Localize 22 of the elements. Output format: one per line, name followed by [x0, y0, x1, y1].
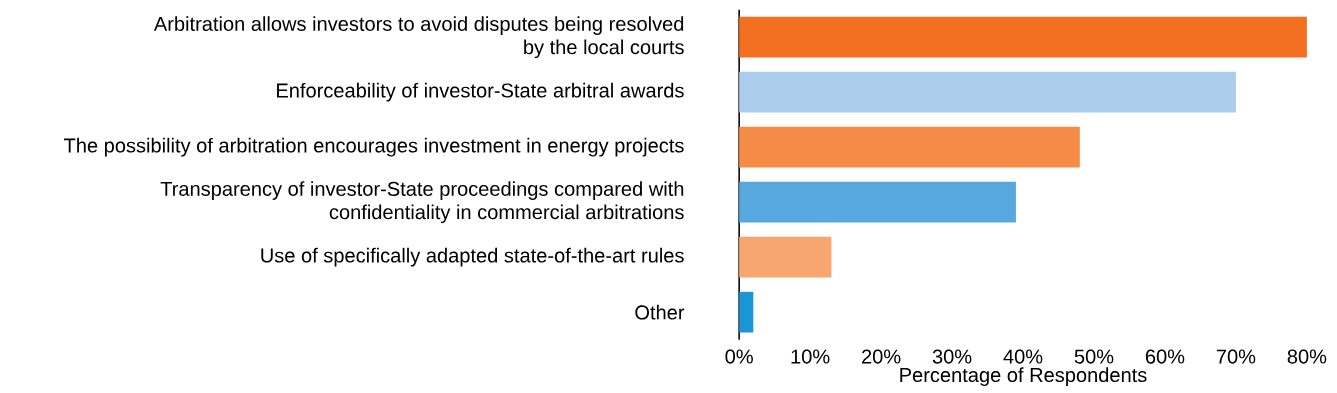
x-tick-label: 20% — [862, 349, 901, 364]
x-tick-label: 60% — [1145, 349, 1185, 364]
y-tick-label: Enforceability of investor-State arbitral awards — [277, 82, 684, 102]
y-tick-label: Transparency of investor-State proceedings compared with confidentiality in commercial arbitrations — [160, 181, 684, 224]
y-tick-label: The possibility of arbitration encourages investment in energy projects — [64, 137, 684, 157]
bar — [739, 16, 1307, 58]
bar — [739, 291, 754, 333]
x-tick-label: 30% — [932, 349, 972, 364]
y-tick-label: Arbitration allows investors to avoid disputes being resolved by the local courts — [153, 16, 684, 59]
bar — [739, 181, 1016, 223]
bar — [739, 71, 1236, 113]
bar — [739, 126, 1080, 168]
bar — [739, 236, 832, 278]
x-tick-label: 80% — [1287, 349, 1327, 364]
y-tick-label: Use of specifically adapted state-of-the-art rules — [261, 247, 684, 267]
y-tick-label: Other — [635, 304, 685, 320]
x-tick-label: 40% — [1003, 349, 1043, 364]
x-tick-label: 70% — [1216, 349, 1256, 364]
x-tick-label: 50% — [1074, 349, 1114, 364]
x-axis-title: Percentage of Respondents — [900, 367, 1147, 387]
x-tick-label: 10% — [791, 349, 830, 364]
x-tick-label: 0% — [725, 349, 753, 364]
